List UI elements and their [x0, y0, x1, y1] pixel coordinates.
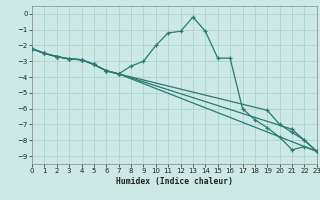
- X-axis label: Humidex (Indice chaleur): Humidex (Indice chaleur): [116, 177, 233, 186]
